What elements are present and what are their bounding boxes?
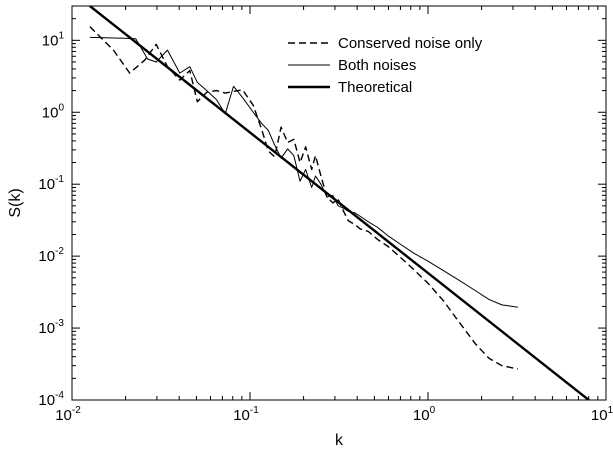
x-tick-label: 100 xyxy=(413,405,436,424)
y-tick-label: 10-3 xyxy=(38,318,64,337)
x-tick-label: 10-2 xyxy=(55,405,81,424)
plot-frame xyxy=(71,5,607,401)
ticks-layer: 10-2 10-1 100 101 10-4 10-3 10-2 10-1 100 101 xyxy=(38,5,613,424)
legend-label-1: Conserved noise only xyxy=(338,35,483,52)
series-line-3 xyxy=(89,6,590,400)
y-tick-label: 10-4 xyxy=(38,390,64,409)
y-tick-label: 10-2 xyxy=(38,246,64,265)
series-line-1 xyxy=(89,26,519,370)
series-line-2 xyxy=(89,36,518,308)
x-tick-label: 10-1 xyxy=(233,405,259,424)
series-layer xyxy=(89,6,590,400)
y-axis-label: S(k) xyxy=(7,188,24,217)
y-tick-label: 100 xyxy=(42,102,65,121)
x-axis-label: k xyxy=(335,432,344,449)
legend-label-2: Both noises xyxy=(338,57,416,74)
legend-label-3: Theoretical xyxy=(338,79,412,96)
legend: Conserved noise only Both noises Theoretic… xyxy=(288,35,483,96)
y-tick-label: 101 xyxy=(42,30,65,49)
y-tick-label: 10-1 xyxy=(38,174,64,193)
x-tick-label: 101 xyxy=(591,405,613,424)
